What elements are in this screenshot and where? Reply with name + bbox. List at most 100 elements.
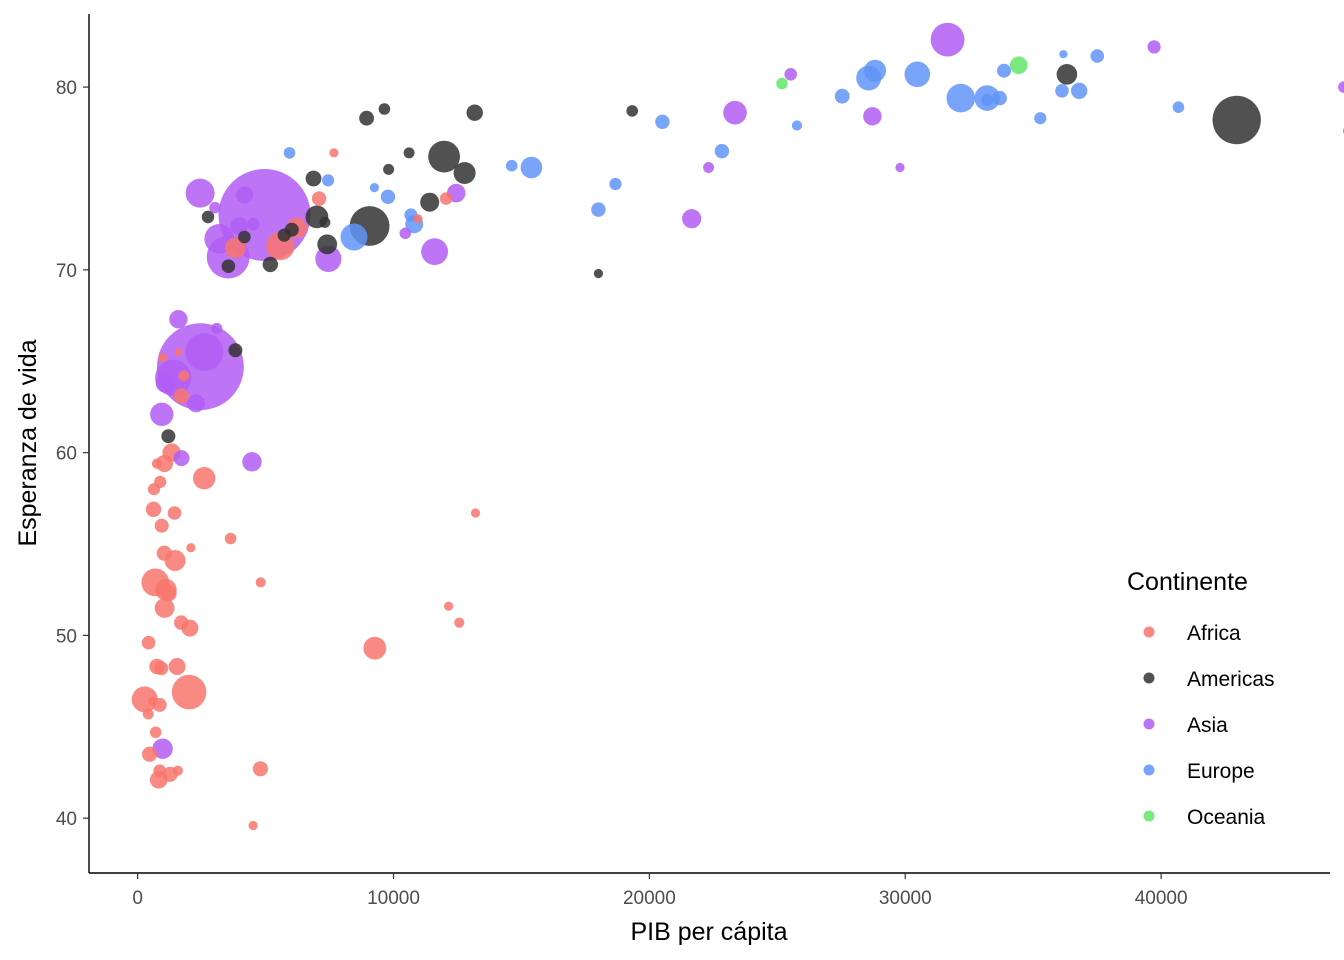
- point-africa-15: [444, 601, 454, 611]
- point-asia-26: [230, 217, 248, 235]
- y-tick-label-3: 70: [56, 261, 77, 282]
- point-asia-22: [185, 333, 224, 372]
- point-europe-17: [1071, 82, 1088, 100]
- legend-label-oceania: Oceania: [1187, 806, 1266, 829]
- legend-key-africa: [1143, 626, 1155, 638]
- point-africa-42: [154, 661, 169, 676]
- legend-key-oceania: [1143, 810, 1155, 822]
- legend-label-americas: Americas: [1187, 668, 1275, 691]
- point-americas-14: [319, 216, 331, 228]
- point-africa-49: [154, 598, 175, 618]
- x-tick-label-4: 40000: [1135, 888, 1188, 909]
- legend-label-africa: Africa: [1187, 622, 1241, 645]
- y-axis-title: Esperanza de vida: [14, 339, 42, 546]
- point-europe-27: [1090, 49, 1105, 63]
- y-axis-ticks: 40 50 60 70 80: [56, 78, 89, 830]
- point-americas-3: [1056, 64, 1078, 85]
- point-europe-28: [340, 223, 368, 251]
- x-axis-ticks: 0 10000 20000 30000 40000: [132, 873, 1188, 909]
- point-americas-21: [593, 268, 604, 279]
- point-asia-3: [173, 450, 190, 467]
- point-americas-11: [262, 256, 278, 273]
- x-tick-label-2: 20000: [623, 888, 676, 909]
- point-africa-1: [252, 761, 268, 777]
- point-africa-24: [172, 765, 183, 776]
- point-europe-2: [992, 90, 1007, 106]
- legend: Continente Africa Americas Asia Europe Ocean…: [1127, 568, 1275, 829]
- point-africa-32: [225, 237, 246, 259]
- point-africa-30: [178, 370, 190, 382]
- point-africa-47: [154, 475, 167, 488]
- point-africa-26: [439, 192, 453, 205]
- point-asia-27: [236, 186, 254, 204]
- point-asia-16: [399, 227, 412, 240]
- point-americas-18: [238, 230, 251, 244]
- point-africa-25: [142, 708, 154, 720]
- point-europe-16: [369, 183, 379, 193]
- point-asia-13: [169, 310, 188, 329]
- point-americas-4: [466, 104, 483, 121]
- point-europe-0: [283, 147, 296, 159]
- point-asia-9: [242, 452, 262, 472]
- point-asia-18: [211, 322, 223, 334]
- point-asia-5: [1147, 40, 1161, 54]
- point-asia-31: [209, 201, 221, 214]
- point-europe-9: [904, 61, 931, 88]
- y-tick-label-1: 50: [56, 626, 77, 647]
- point-africa-37: [329, 148, 339, 158]
- point-europe-26: [997, 63, 1011, 78]
- point-africa-27: [155, 455, 173, 473]
- point-europe-20: [655, 114, 670, 129]
- point-africa-45: [248, 820, 258, 831]
- point-asia-30: [185, 178, 215, 208]
- point-africa-12: [168, 658, 186, 675]
- point-americas-9: [305, 170, 322, 187]
- point-africa-43: [363, 636, 387, 660]
- point-americas-13: [221, 259, 236, 274]
- point-africa-22: [147, 696, 158, 706]
- point-asia-28: [863, 107, 882, 126]
- point-europe-13: [1059, 50, 1068, 59]
- point-americas-1: [228, 343, 243, 358]
- point-europe-19: [520, 156, 543, 179]
- point-americas-20: [626, 105, 638, 117]
- legend-key-americas: [1143, 672, 1155, 684]
- point-africa-29: [156, 545, 172, 561]
- x-tick-label-3: 30000: [879, 888, 932, 909]
- x-tick-label-1: 10000: [367, 888, 420, 909]
- point-oceania-0: [1009, 56, 1028, 74]
- point-europe-22: [380, 189, 396, 204]
- point-africa-19: [151, 458, 162, 469]
- legend-title: Continente: [1127, 568, 1248, 596]
- point-americas-22: [1212, 95, 1261, 145]
- point-europe-7: [1034, 112, 1047, 125]
- y-tick-label-4: 80: [56, 78, 77, 99]
- point-africa-31: [413, 214, 423, 224]
- point-africa-36: [171, 674, 207, 710]
- point-africa-4: [160, 585, 177, 602]
- point-europe-12: [591, 202, 606, 217]
- legend-label-asia: Asia: [1187, 714, 1228, 737]
- point-europe-5: [505, 159, 518, 172]
- point-asia-19: [150, 402, 174, 426]
- point-europe-10: [946, 83, 976, 113]
- points-layer: [131, 22, 1344, 831]
- point-africa-40: [173, 388, 189, 404]
- point-africa-34: [255, 577, 266, 588]
- point-africa-48: [311, 191, 327, 206]
- point-europe-24: [791, 120, 803, 131]
- point-americas-6: [378, 103, 391, 115]
- point-africa-39: [174, 348, 183, 356]
- point-asia-0: [152, 738, 173, 759]
- point-asia-1: [895, 162, 905, 173]
- point-africa-51: [142, 746, 158, 762]
- point-africa-13: [186, 543, 196, 553]
- point-africa-21: [154, 518, 169, 533]
- point-asia-21: [703, 162, 715, 173]
- point-africa-9: [158, 353, 168, 363]
- point-europe-3: [322, 174, 335, 187]
- point-americas-12: [161, 429, 176, 444]
- point-africa-7: [149, 726, 162, 739]
- point-asia-12: [246, 217, 260, 231]
